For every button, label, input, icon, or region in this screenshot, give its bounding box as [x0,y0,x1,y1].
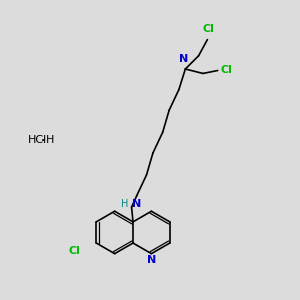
Text: Cl: Cl [220,64,232,75]
Text: H: H [46,135,55,145]
Text: H: H [122,199,129,209]
Text: N: N [179,54,188,64]
Text: N: N [132,199,141,209]
Text: Cl: Cl [203,24,215,34]
Text: N: N [147,255,156,266]
Text: HCl: HCl [28,135,47,145]
Text: Cl: Cl [69,246,81,256]
